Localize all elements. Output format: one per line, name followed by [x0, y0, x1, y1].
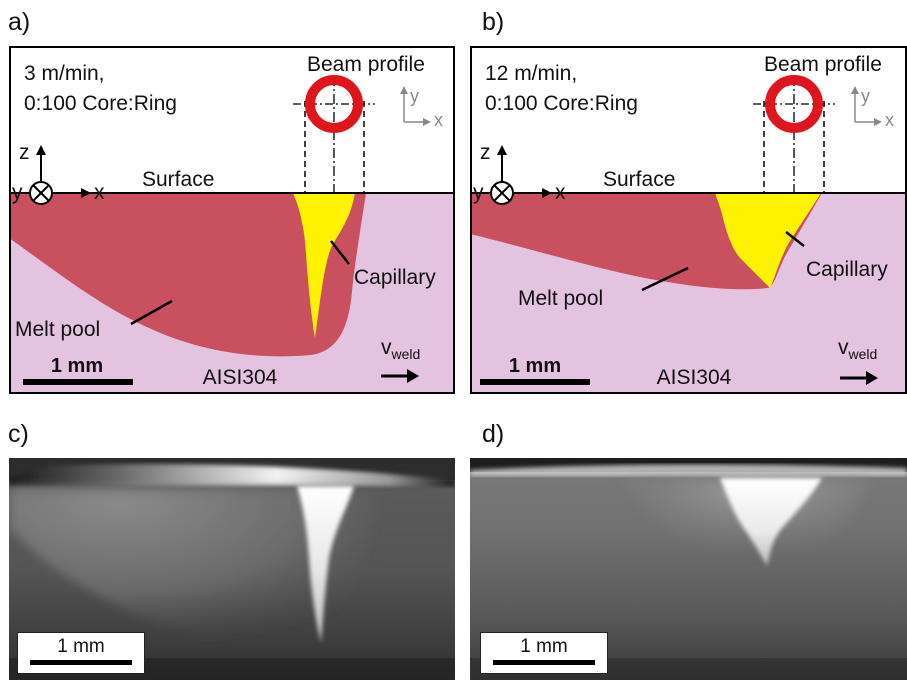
- profile-x-label: x: [434, 110, 443, 130]
- profile-x-label: x: [885, 110, 894, 130]
- weld-velocity-subscript: weld: [391, 346, 421, 362]
- weld-velocity-symbol: v: [381, 336, 392, 359]
- weld-direction-arrow-icon: [407, 369, 419, 383]
- xray-melt-pool: [9, 488, 379, 647]
- material-label: AISI304: [657, 366, 732, 389]
- coord-z-arrow-icon: [36, 145, 46, 155]
- capillary-shape: [293, 193, 355, 338]
- coord-x-arrow-icon: [542, 188, 552, 198]
- profile-y-arrow-icon: [400, 86, 408, 94]
- coord-y-cross-b: [493, 184, 511, 202]
- ring-beam-icon: [305, 75, 363, 133]
- panel-label-b: b): [482, 8, 505, 36]
- core-ring-ratio-label: 0:100 Core:Ring: [485, 92, 638, 115]
- material-label: AISI304: [203, 366, 278, 389]
- surface-label: Surface: [603, 168, 675, 191]
- coord-x-arrow-icon: [81, 188, 91, 198]
- weld-speed-label: 3 m/min,: [24, 62, 105, 85]
- beam-profile-title: Beam profile: [307, 53, 425, 76]
- coord-z-label: z: [480, 141, 491, 164]
- melt-pool-shape: [9, 193, 366, 357]
- panel-label-d: d): [482, 420, 505, 448]
- scale-bar-label: 1 mm: [509, 355, 561, 377]
- xray-surface-glow: [470, 464, 907, 476]
- coord-y-label: y: [473, 181, 484, 204]
- capillary-label: Capillary: [354, 266, 436, 289]
- beam-profile-title: Beam profile: [764, 53, 882, 76]
- coord-y-label: y: [12, 181, 23, 204]
- schematic-panel-a: y x z y x 3 m/min, 0:100 Core:Ring Beam …: [9, 46, 455, 394]
- xray-scale-box-c: 1 mm: [17, 632, 145, 674]
- panel-border: [9, 46, 455, 394]
- xray-image-d: 1 mm: [470, 458, 907, 680]
- scale-bar-label: 1 mm: [51, 355, 103, 377]
- profile-y-label: y: [410, 86, 419, 106]
- profile-y-arrow-icon: [851, 86, 859, 94]
- xray-surface-glow: [9, 464, 455, 486]
- panel-label-c: c): [8, 420, 29, 448]
- scale-bar: [480, 379, 590, 385]
- profile-x-arrow-icon: [423, 118, 431, 126]
- melt-pool-label: Melt pool: [518, 287, 603, 310]
- xray-scale-label: 1 mm: [57, 636, 105, 657]
- xray-scale-label: 1 mm: [520, 636, 568, 657]
- weld-velocity-label: vweld: [838, 336, 877, 362]
- weld-velocity-label: vweld: [381, 336, 420, 362]
- ring-beam-icon: [765, 75, 823, 133]
- surface-label: Surface: [142, 168, 214, 191]
- scale-bar: [23, 379, 133, 385]
- panel-label-a: a): [8, 8, 31, 36]
- schematic-a: y x z y x 3 m/min, 0:100 Core:Ring Beam …: [9, 46, 455, 394]
- coord-x-label: x: [555, 181, 566, 204]
- melt-pool-pointer-line: [641, 266, 689, 292]
- capillary-pointer-line: [785, 231, 805, 247]
- coord-z-arrow-icon: [497, 145, 507, 155]
- schematic-panel-b: y x z y x 12 m/min, 0:100 Core:Ring Beam…: [470, 46, 907, 394]
- profile-y-label: y: [861, 86, 870, 106]
- melt-pool-label: Melt pool: [15, 318, 100, 341]
- capillary-pointer-line: [330, 240, 350, 265]
- xray-scale-box-d: 1 mm: [480, 632, 608, 674]
- profile-x-arrow-icon: [874, 118, 882, 126]
- xray-image-c: 1 mm: [9, 458, 455, 680]
- coord-x-label: x: [94, 181, 105, 204]
- coord-z-label: z: [19, 141, 30, 164]
- xray-capillary: [297, 486, 354, 643]
- schematic-b: y x z y x 12 m/min, 0:100 Core:Ring Beam…: [470, 46, 907, 394]
- core-ring-ratio-label: 0:100 Core:Ring: [24, 92, 177, 115]
- xray-capillary: [720, 478, 822, 566]
- weld-velocity-symbol: v: [838, 336, 849, 359]
- melt-pool-pointer-line: [130, 299, 173, 326]
- capillary-label: Capillary: [806, 258, 888, 281]
- xray-scale-bar: [493, 660, 595, 665]
- capillary-shape: [715, 193, 821, 288]
- xray-scale-bar: [30, 660, 132, 665]
- panel-border: [470, 46, 907, 394]
- weld-speed-label: 12 m/min,: [485, 62, 577, 85]
- weld-velocity-subscript: weld: [848, 346, 878, 362]
- coord-y-cross-b: [32, 184, 50, 202]
- weld-direction-arrow-icon: [866, 371, 878, 385]
